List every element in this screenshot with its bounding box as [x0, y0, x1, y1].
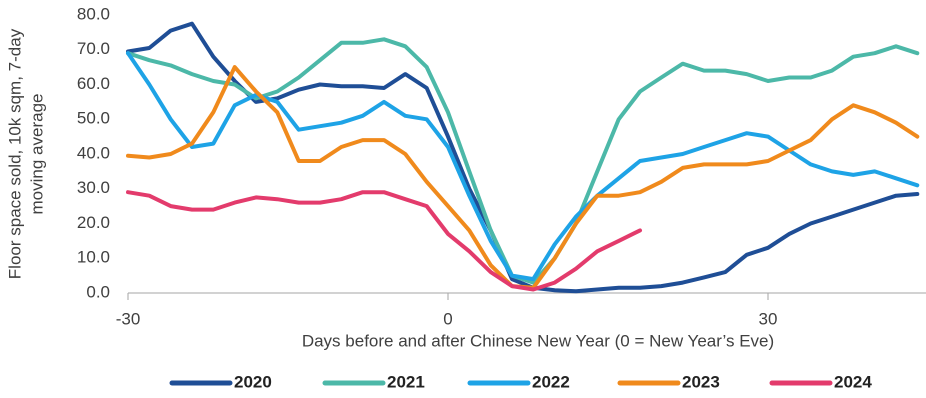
series-line [126, 190, 642, 292]
y-tick-label: 50.0 [77, 109, 110, 128]
y-axis-label: moving average [27, 94, 46, 215]
legend-label: 2024 [834, 372, 872, 391]
y-tick-label: 40.0 [77, 143, 110, 162]
y-tick-label: 0.0 [86, 282, 110, 301]
y-tick-label: 30.0 [77, 178, 110, 197]
series-line [126, 51, 920, 282]
y-axis-label: Floor space sold, 10k sqm, 7-day [5, 28, 24, 279]
x-tick-label: 0 [443, 309, 452, 328]
legend-label: 2022 [532, 372, 570, 391]
x-axis-label: Days before and after Chinese New Year (… [302, 331, 774, 350]
series-line [126, 21, 920, 294]
x-tick-label: 30 [759, 309, 778, 328]
y-tick-label: 60.0 [77, 74, 110, 93]
legend-label: 2021 [387, 372, 425, 391]
y-tick-label: 20.0 [77, 213, 110, 232]
x-tick-label: -30 [116, 309, 141, 328]
y-tick-label: 70.0 [77, 39, 110, 58]
series-line [126, 37, 920, 285]
legend-label: 2020 [234, 372, 272, 391]
y-tick-label: 80.0 [77, 4, 110, 23]
legend-label: 2023 [682, 372, 720, 391]
y-tick-label: 10.0 [77, 248, 110, 267]
